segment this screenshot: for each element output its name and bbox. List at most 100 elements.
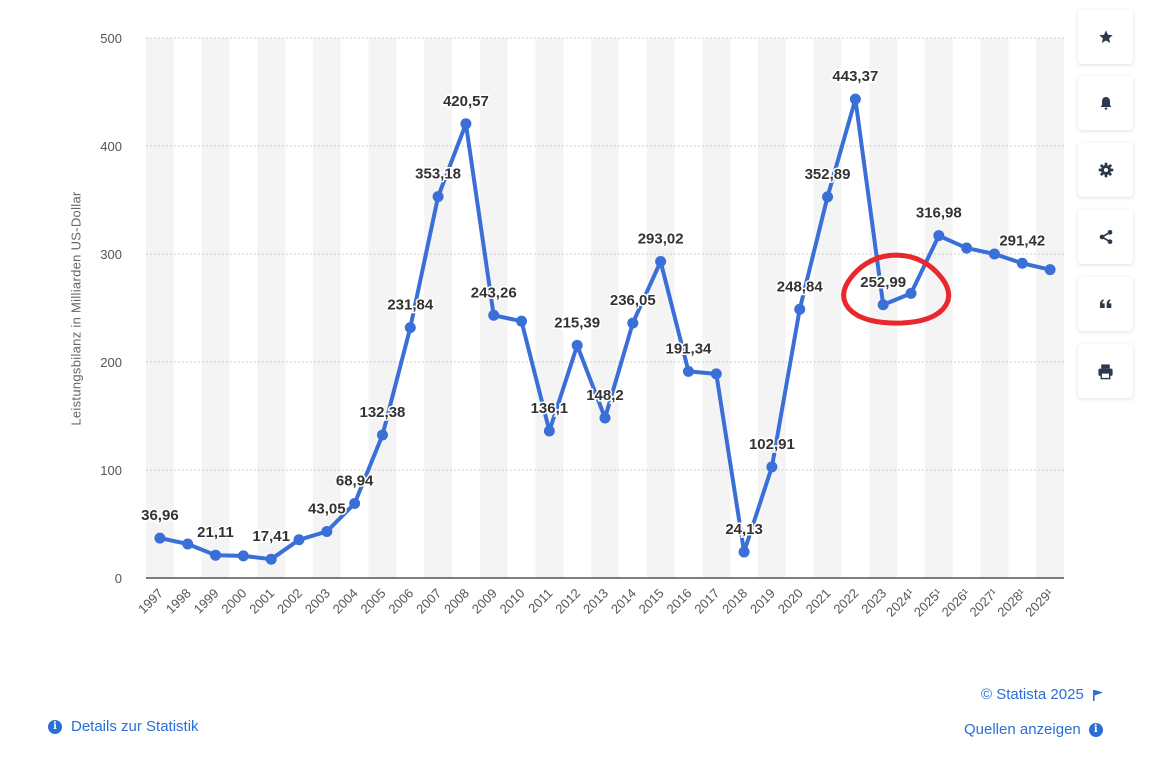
sources-text: Quellen anzeigen [964,721,1081,738]
data-label: 17,41 [252,528,290,545]
x-tick-label: 2020 [775,586,806,617]
data-label: 24,13 [725,521,763,538]
info-icon: i [48,719,62,734]
share-icon [1099,230,1112,244]
data-label: 352,89 [805,166,851,183]
favorite-button[interactable] [1078,10,1133,64]
data-label: 353,18 [415,166,461,183]
x-tick-label: 2019 [747,586,778,617]
x-tick-label: 2012 [552,586,583,617]
column-band [368,38,397,578]
sources-link[interactable]: Quellen anzeigen i [964,721,1103,738]
data-point [460,118,472,130]
x-tick-label: 2022 [830,586,861,617]
data-label: 21,11 [197,524,234,541]
data-point [488,309,500,321]
data-point [265,553,277,565]
star-icon [1098,30,1113,43]
x-tick-label: 2025¹ [911,585,946,620]
info-icon: i [1088,722,1103,737]
data-label: 443,37 [832,68,878,85]
data-label: 243,26 [471,284,517,301]
x-tick-label: 2009 [469,586,500,617]
cite-button[interactable] [1078,277,1133,331]
notification-button[interactable] [1078,76,1133,130]
data-point [516,315,528,327]
share-button[interactable] [1078,210,1133,264]
data-point [961,242,973,254]
gear-icon [1098,162,1113,178]
data-point [849,93,861,105]
data-point [154,532,166,544]
data-point [543,425,555,437]
data-label: 236,05 [610,292,656,309]
data-point [766,461,778,473]
data-point [1044,264,1056,276]
quote-icon [1099,299,1111,308]
column-band [535,38,564,578]
y-axis-title: Leistungsbilanz in Milliarden US-Dollar [68,191,84,426]
column-band [980,38,1009,578]
column-band [813,38,842,578]
data-point [682,365,694,377]
x-tick-label: 2015 [636,586,667,617]
data-point [599,412,611,424]
details-link[interactable]: i Details zur Statistik [48,718,199,735]
x-tick-label: 2002 [274,586,305,617]
bell-icon [1100,97,1111,110]
x-tick-label: 2016 [664,586,695,617]
column-band [646,38,675,578]
x-tick-label: 2018 [719,586,750,617]
data-point [905,287,917,299]
x-tick-label: 2000 [218,586,249,617]
x-tick-label: 2014 [608,586,639,617]
x-tick-label: 1997 [135,586,166,617]
data-point [627,317,639,329]
column-band [201,38,230,578]
x-tick-label: 2013 [580,586,611,617]
x-tick-label: 2004 [330,586,361,617]
data-label: 191,34 [666,340,713,357]
data-point [710,368,722,380]
column-band [312,38,341,578]
x-tick-label: 2010 [497,586,528,617]
data-label: 68,94 [336,473,374,490]
print-button[interactable] [1078,344,1133,398]
data-point [182,538,194,550]
data-point [794,303,806,315]
x-tick-label: 2006 [385,586,416,617]
data-label: 43,05 [308,501,346,518]
settings-button[interactable] [1078,143,1133,197]
column-band [591,38,619,578]
x-tick-label: 2017 [691,586,722,617]
x-tick-label: 1998 [163,586,194,617]
x-tick-label: 2024¹ [883,585,918,620]
data-point [988,248,1000,260]
data-point [210,549,222,561]
data-label: 291,42 [999,232,1045,249]
x-tick-label: 2028¹ [994,585,1029,620]
data-point [376,429,388,441]
x-tick-label: 2008 [441,586,472,617]
data-label: 148,2 [586,387,624,404]
data-label: 248,84 [777,278,824,295]
column-band [257,38,286,578]
data-point [933,230,945,242]
data-point [822,191,834,203]
y-tick-label: 500 [100,31,122,46]
data-label: 136,1 [531,400,569,417]
data-point [404,322,416,334]
data-label: 293,02 [638,231,684,248]
column-band [924,38,953,578]
data-point [237,550,249,562]
x-tick-label: 2026¹ [939,585,974,620]
column-band [146,38,174,578]
x-tick-label: 2011 [525,586,555,616]
flag-icon [1092,689,1103,701]
data-point [877,299,889,311]
print-icon [1098,363,1113,379]
copyright-link[interactable]: © Statista 2025 [981,686,1104,703]
x-tick-label: 2021 [803,586,834,617]
x-tick-label: 2029¹ [1022,585,1057,620]
